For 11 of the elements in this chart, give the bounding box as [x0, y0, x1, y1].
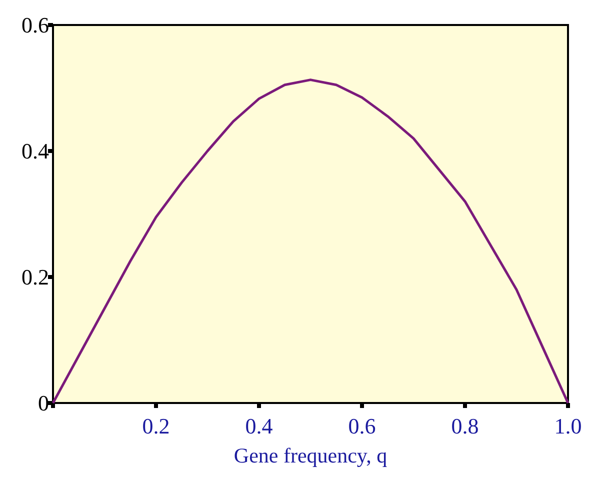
x-tick-label: 0.8: [451, 414, 479, 438]
y-tick-label: 0.4: [22, 138, 49, 164]
x-axis-title: Gene frequency, q: [234, 444, 388, 468]
y-tick-label: 0.6: [22, 12, 49, 38]
x-tick-label: 1.0: [554, 414, 582, 438]
x-tick-label: 0.4: [245, 414, 273, 438]
x-tick-label: 0.6: [348, 414, 376, 438]
y-tick-label: 0.2: [22, 264, 49, 290]
line-series: [52, 78, 570, 404]
y-tick-label: 0: [38, 390, 49, 416]
x-tick-label: 0.2: [142, 414, 170, 438]
